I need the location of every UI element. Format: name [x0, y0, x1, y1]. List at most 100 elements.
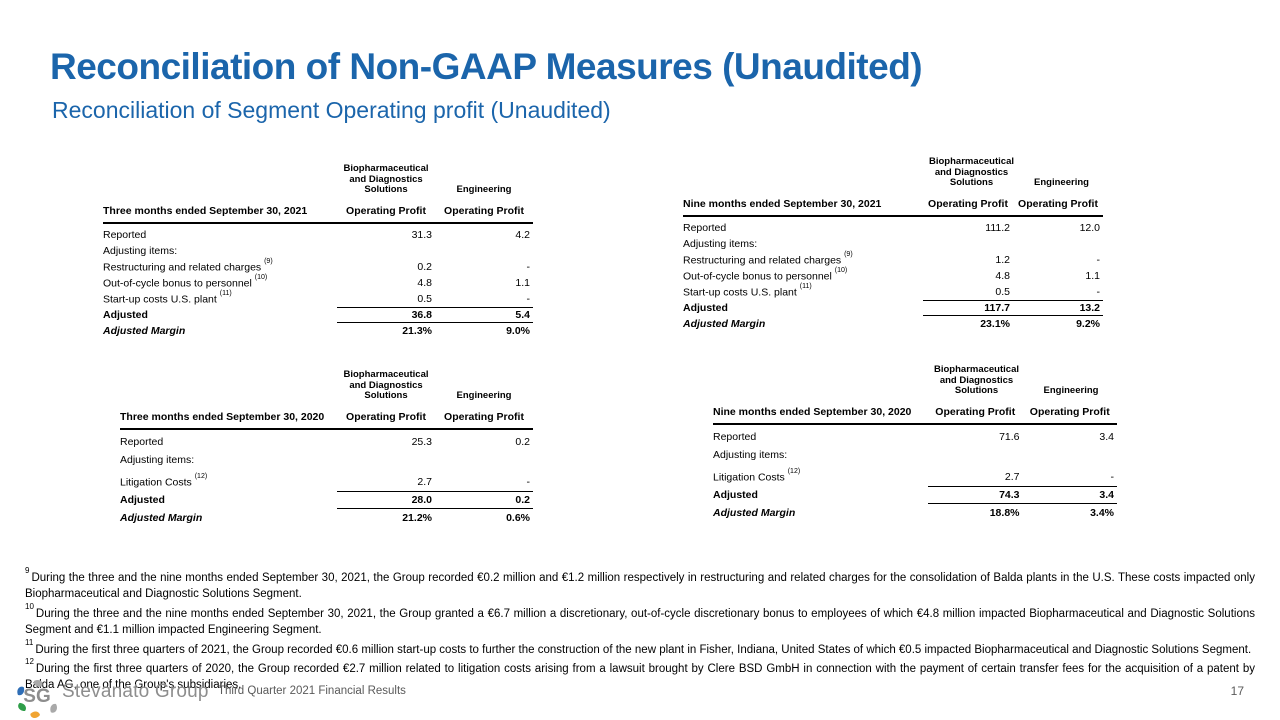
table-row: Reported 31.3 4.2 — [103, 227, 533, 243]
table-row: Adjusted 117.7 13.2 — [683, 300, 1103, 316]
logo-petal-top — [33, 680, 43, 687]
table-row: Adjusting items: — [713, 446, 1117, 464]
column-header-engineering: Engineering — [1043, 385, 1099, 397]
row-value: 3.4 — [1022, 486, 1117, 504]
row-label: Adjusted Margin — [713, 507, 796, 519]
row-value: 0.2 — [435, 491, 533, 509]
table-three-months-2020: Biopharmaceutical and Diagnostics Soluti… — [120, 362, 533, 527]
row-value: 71.6 — [999, 431, 1020, 443]
row-label: Reported — [713, 431, 757, 443]
subheader-operating-profit: Operating Profit — [1029, 406, 1110, 418]
column-header-bds: Biopharmaceutical and Diagnostics Soluti… — [343, 163, 429, 196]
logo-petal-bottom — [30, 711, 40, 718]
row-label: Adjusting items: — [120, 454, 195, 466]
subheader-operating-profit: Operating Profit — [346, 411, 426, 423]
period-label: Nine months ended September 30, 2020 — [713, 406, 912, 418]
footnote-marker: 10 — [25, 601, 34, 611]
row-label: Adjusted — [683, 302, 728, 314]
subheader-operating-profit: Operating Profit — [928, 198, 1008, 210]
row-value: 4.2 — [515, 229, 530, 241]
table-body: Reported 31.3 4.2 Adjusting items: Restructu… — [103, 224, 533, 339]
table-row: Reported 71.6 3.4 — [713, 428, 1117, 446]
footnote-reference: (11) — [219, 289, 232, 297]
table-row: Litigation Costs (12) 2.7 - — [713, 468, 1117, 486]
row-label: Out-of-cycle bonus to personnel (10) — [683, 266, 848, 283]
table-body: Reported 25.3 0.2 Adjusting items: Litigatio… — [120, 430, 533, 527]
row-value: 3.4 — [1099, 431, 1114, 443]
row-value: 1.1 — [515, 277, 530, 289]
row-value: 23.1% — [980, 318, 1010, 330]
row-label: Adjusting items: — [103, 245, 178, 257]
page-number: 17 — [1230, 684, 1244, 698]
table-row: Adjusted 28.0 0.2 — [120, 491, 533, 509]
row-value: 74.3 — [928, 486, 1023, 504]
row-value: 4.8 — [417, 277, 432, 289]
row-label: Adjusted — [103, 309, 148, 321]
row-value: 2.7 — [417, 476, 432, 488]
row-value: 117.7 — [923, 300, 1013, 316]
row-value: 1.1 — [1085, 270, 1100, 282]
row-label: Reported — [120, 436, 164, 448]
row-value: 9.2% — [1076, 318, 1100, 330]
footnote: 10During the three and the nine months e… — [25, 601, 1255, 636]
footnote: 12During the first three quarters of 202… — [25, 657, 1255, 692]
subheader-operating-profit: Operating Profit — [444, 205, 524, 217]
table-row: Adjusted Margin 21.3% 9.0% — [103, 323, 533, 339]
footnote-reference: (9) — [264, 257, 273, 265]
row-value: - — [1110, 471, 1115, 483]
page-subtitle: Reconciliation of Segment Operating prof… — [52, 97, 611, 123]
logo-petal-left — [17, 686, 25, 696]
row-label: Start-up costs U.S. plant (11) — [683, 282, 812, 299]
footnote-reference: (10) — [254, 273, 268, 281]
row-value: 13.2 — [1013, 300, 1103, 316]
row-value: 0.2 — [417, 261, 432, 273]
table-row: Adjusted Margin 23.1% 9.2% — [683, 316, 1103, 332]
subheader-operating-profit: Operating Profit — [346, 205, 426, 217]
table-row: Adjusting items: — [120, 451, 533, 469]
table-row: Reported 25.3 0.2 — [120, 433, 533, 451]
row-label: Restructuring and related charges (9) — [683, 250, 853, 267]
row-value: - — [526, 261, 531, 273]
page-title: Reconciliation of Non-GAAP Measures (Una… — [50, 46, 923, 87]
table-row: Restructuring and related charges (9) 1.2… — [683, 250, 1103, 268]
table-body: Reported 71.6 3.4 Adjusting items: Litigatio… — [713, 425, 1117, 522]
table-row: Adjusted 74.3 3.4 — [713, 486, 1117, 504]
row-value: 0.2 — [515, 436, 530, 448]
table-row: Reported 111.2 12.0 — [683, 220, 1103, 236]
column-header-bds: Biopharmaceutical and Diagnostics Soluti… — [929, 156, 1014, 189]
row-value: 1.2 — [995, 254, 1010, 266]
row-value: 12.0 — [1079, 222, 1100, 234]
table-row: Adjusting items: — [683, 236, 1103, 252]
footnote-reference: (9) — [844, 250, 853, 258]
column-header-engineering: Engineering — [1034, 177, 1089, 189]
table-body: Reported 111.2 12.0 Adjusting items: Restruc… — [683, 217, 1103, 332]
row-label: Adjusting items: — [713, 449, 788, 461]
period-label: Nine months ended September 30, 2021 — [683, 198, 882, 210]
row-value: 111.2 — [985, 222, 1010, 234]
row-value: - — [1096, 286, 1101, 298]
row-value: - — [526, 293, 531, 305]
footnote: 9During the three and the nine months en… — [25, 566, 1255, 600]
row-label: Adjusted Margin — [683, 318, 766, 330]
row-label: Reported — [103, 229, 147, 241]
period-label: Three months ended September 30, 2021 — [103, 205, 308, 217]
row-value: 21.2% — [402, 512, 432, 524]
table-row: Out-of-cycle bonus to personnel (10) 4.8 1… — [103, 273, 533, 291]
table-row: Start-up costs U.S. plant (11) 0.5 - — [683, 282, 1103, 300]
table-nine-months-2020: Biopharmaceutical and Diagnostics Soluti… — [713, 357, 1117, 522]
row-value: 28.0 — [337, 491, 435, 509]
table-row: Restructuring and related charges (9) 0.2… — [103, 257, 533, 275]
column-header-bds: Biopharmaceutical and Diagnostics Soluti… — [343, 369, 429, 402]
row-label: Reported — [683, 222, 727, 234]
row-value: - — [1096, 254, 1101, 266]
footnote-reference: (10) — [834, 266, 848, 274]
row-value: 36.8 — [337, 307, 435, 323]
row-label: Adjusted Margin — [120, 512, 203, 524]
column-header-bds: Biopharmaceutical and Diagnostics Soluti… — [934, 364, 1019, 397]
table-row: Adjusted Margin 18.8% 3.4% — [713, 504, 1117, 522]
footnote-reference: (12) — [787, 467, 801, 475]
row-value: 3.4% — [1090, 507, 1114, 519]
subheader-operating-profit: Operating Profit — [444, 411, 524, 423]
row-label: Restructuring and related charges (9) — [103, 257, 273, 274]
row-label: Adjusted Margin — [103, 325, 186, 337]
